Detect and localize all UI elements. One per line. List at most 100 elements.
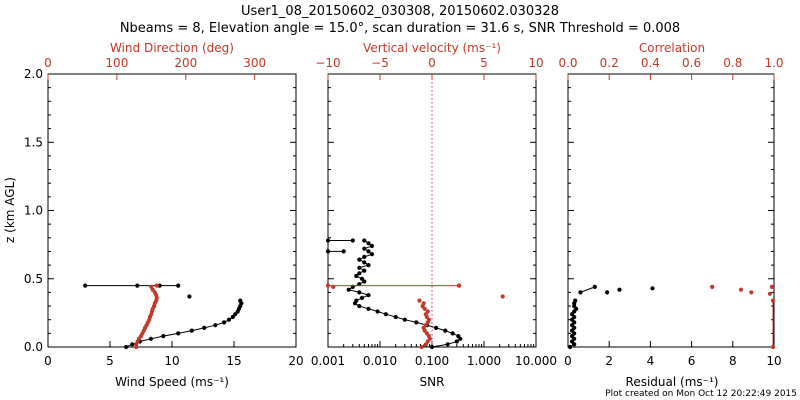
data-point bbox=[202, 325, 207, 330]
data-point bbox=[230, 314, 235, 320]
top-tick-label: 0.0 bbox=[558, 56, 577, 70]
data-point bbox=[568, 344, 573, 350]
data-point bbox=[434, 325, 439, 330]
data-point bbox=[375, 309, 380, 314]
data-point bbox=[359, 276, 365, 281]
wind-top-axis-label: Wind Direction (deg) bbox=[110, 41, 234, 55]
data-point bbox=[83, 283, 88, 288]
wind-panel: Wind Direction (deg) Wind Speed (ms⁻¹) z… bbox=[3, 41, 304, 389]
x-tick-label: 6 bbox=[688, 354, 696, 368]
figure-title-line2: Nbeams = 8, Elevation angle = 15.0°, sca… bbox=[120, 21, 680, 36]
plot-created-note: Plot created on Mon Oct 12 20:22:49 2015 bbox=[605, 389, 797, 399]
x-tick-label: 0 bbox=[44, 354, 52, 368]
x-tick-label: 4 bbox=[647, 354, 655, 368]
data-point bbox=[456, 283, 462, 288]
data-point bbox=[454, 339, 459, 344]
data-point bbox=[366, 249, 371, 254]
data-point bbox=[369, 243, 374, 249]
residual-bottom-axis-label: Residual (ms⁻¹) bbox=[626, 375, 719, 389]
data-point bbox=[187, 294, 192, 299]
data-point bbox=[354, 298, 359, 303]
data-point bbox=[149, 284, 154, 289]
series-line bbox=[347, 240, 461, 348]
data-point bbox=[578, 290, 583, 295]
data-point bbox=[362, 268, 367, 273]
data-point bbox=[325, 283, 331, 288]
data-point bbox=[357, 304, 362, 309]
y-tick-label: 0.0 bbox=[24, 340, 43, 354]
residual-marks: 0 2 4 6 8 10 0.0 0.2 0.4 0.6 0.8 1.0 bbox=[558, 56, 783, 368]
data-point bbox=[130, 342, 135, 347]
x-tick-label: 0 bbox=[564, 354, 572, 368]
x-tick-label: 10 bbox=[164, 354, 179, 368]
x-tick-label: 0.100 bbox=[415, 354, 449, 368]
data-point bbox=[176, 283, 181, 288]
residual-panel: Correlation Residual (ms⁻¹) 0 2 4 6 8 10 0.0 0.… bbox=[558, 41, 783, 389]
data-point bbox=[222, 320, 227, 325]
data-point bbox=[425, 309, 430, 314]
data-point bbox=[357, 290, 362, 295]
data-point bbox=[767, 291, 773, 296]
top-tick-label: 1.0 bbox=[764, 56, 783, 70]
data-point bbox=[770, 344, 776, 350]
data-point bbox=[421, 301, 426, 306]
data-point bbox=[176, 331, 181, 336]
x-tick-label: 0.010 bbox=[363, 354, 397, 368]
data-point bbox=[450, 331, 455, 336]
data-point bbox=[456, 334, 461, 339]
data-point bbox=[445, 342, 450, 347]
residual-top-axis-label: Correlation bbox=[639, 41, 705, 55]
x-tick-label: 2 bbox=[605, 354, 613, 368]
data-point bbox=[189, 328, 194, 333]
top-tick-label: 200 bbox=[174, 56, 197, 70]
data-point bbox=[362, 238, 367, 243]
data-point bbox=[233, 312, 238, 317]
x-tick-label: 20 bbox=[288, 354, 303, 368]
data-point bbox=[341, 249, 346, 254]
top-tick-label: 0.6 bbox=[682, 56, 701, 70]
data-point bbox=[357, 257, 362, 262]
data-point bbox=[605, 290, 610, 295]
data-point bbox=[325, 249, 331, 254]
data-point bbox=[325, 238, 331, 243]
snr-marks: 0.001 0.010 0.100 1.000 10.000 −10 −5 0 5 10 bbox=[311, 56, 557, 368]
figure-title-line1: User1_08_20150602_030308, 20150602.03032… bbox=[241, 4, 559, 19]
top-tick-label: −10 bbox=[315, 56, 340, 70]
data-point bbox=[148, 336, 153, 341]
data-point bbox=[429, 344, 435, 350]
data-point bbox=[226, 317, 232, 322]
x-tick-label: 8 bbox=[729, 354, 737, 368]
snr-panel: Vertical velocity (ms⁻¹) SNR 0.001 0.010 0… bbox=[311, 41, 557, 389]
data-point bbox=[366, 263, 371, 268]
wind-bottom-axis-label: Wind Speed (ms⁻¹) bbox=[115, 375, 229, 389]
data-point bbox=[359, 295, 365, 300]
y-axis-label: z (km AGL) bbox=[3, 177, 17, 243]
y-tick-label: 0.5 bbox=[24, 272, 43, 286]
data-point bbox=[573, 298, 578, 303]
x-tick-label: 0.001 bbox=[311, 354, 345, 368]
data-point bbox=[362, 254, 367, 259]
data-point bbox=[383, 312, 388, 317]
data-point bbox=[154, 283, 159, 288]
data-point bbox=[369, 252, 374, 257]
data-point bbox=[443, 328, 448, 333]
data-point bbox=[738, 287, 744, 292]
data-point bbox=[362, 246, 367, 251]
data-point bbox=[617, 287, 622, 292]
x-tick-label: 10.000 bbox=[515, 354, 557, 368]
data-point bbox=[238, 298, 243, 303]
top-tick-label: 5 bbox=[480, 56, 488, 70]
data-point bbox=[414, 320, 419, 325]
data-point bbox=[500, 294, 505, 299]
data-point bbox=[770, 298, 776, 303]
x-tick-label: 10 bbox=[766, 354, 781, 368]
data-point bbox=[393, 314, 398, 320]
data-point bbox=[213, 323, 218, 328]
top-tick-label: 100 bbox=[105, 56, 128, 70]
x-tick-label: 5 bbox=[106, 354, 114, 368]
data-point bbox=[402, 317, 407, 322]
data-point bbox=[350, 238, 355, 243]
data-point bbox=[417, 298, 422, 303]
data-point bbox=[366, 293, 371, 298]
